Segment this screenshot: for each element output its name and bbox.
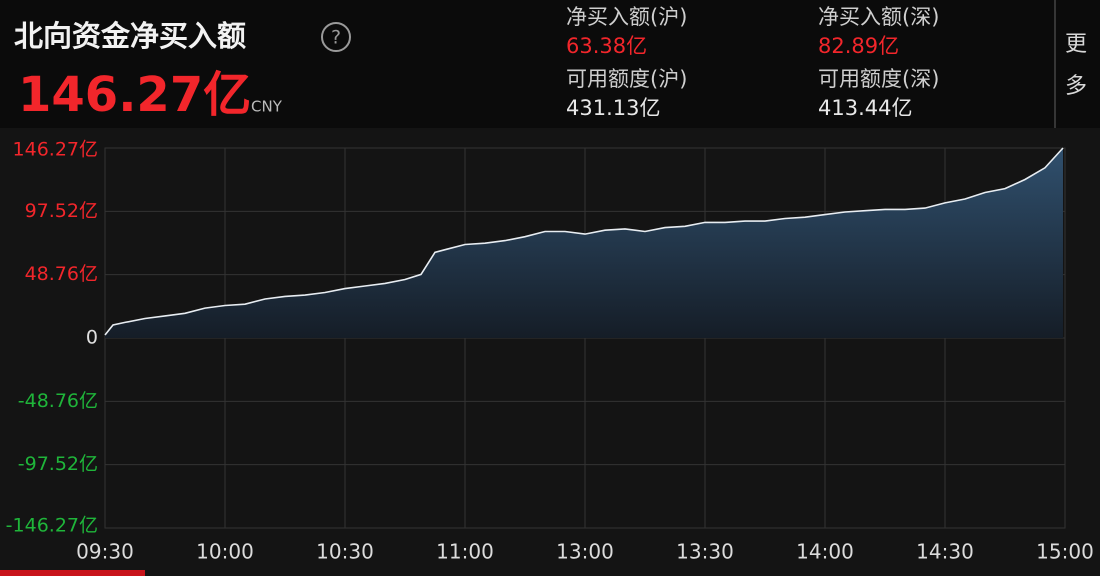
- stat-value: 431.13亿: [566, 96, 660, 120]
- y-tick-label: 146.27亿: [13, 139, 98, 161]
- help-icon-glyph: ?: [331, 27, 341, 49]
- x-tick-label: 10:00: [196, 540, 254, 564]
- stat-value: 63.38亿: [566, 34, 647, 58]
- y-tick-label: 48.76亿: [25, 263, 98, 285]
- x-tick-label: 10:30: [316, 540, 374, 564]
- x-tick-label: 14:30: [916, 540, 974, 564]
- y-tick-label: -97.52亿: [18, 453, 98, 475]
- currency: CNY: [251, 98, 283, 116]
- progress-bar: [0, 570, 145, 576]
- y-tick-label: 97.52亿: [25, 200, 98, 222]
- y-tick-label: -48.76亿: [18, 390, 98, 412]
- chart-bg: [0, 128, 1100, 576]
- x-tick-label: 13:00: [556, 540, 614, 564]
- line: [104, 147, 1064, 336]
- stat-label: 净买入额(沪): [566, 5, 687, 29]
- help-icon[interactable]: [321, 22, 351, 52]
- y-tick-label: 0: [86, 327, 98, 349]
- stat-value: 82.89亿: [818, 34, 899, 58]
- x-tick-label: 14:00: [796, 540, 854, 564]
- header-bg: [0, 0, 1100, 128]
- x-tick-label: 13:30: [676, 540, 734, 564]
- x-tick-label: 09:30: [76, 540, 134, 564]
- stat-label: 可用额度(沪): [566, 67, 687, 91]
- stat-label: 净买入额(深): [818, 5, 939, 29]
- stat-value: 413.44亿: [818, 96, 912, 120]
- more-button[interactable]: 多: [1065, 74, 1087, 99]
- x-tick-label: 11:00: [436, 540, 494, 564]
- y-tick-label: -146.27亿: [6, 515, 98, 537]
- x-tick-label: 15:00: [1036, 540, 1094, 564]
- area: [105, 148, 1063, 338]
- stat-label: 可用额度(深): [818, 67, 939, 91]
- more-button[interactable]: 更: [1065, 32, 1087, 57]
- title: 北向资金净买入额: [14, 19, 246, 53]
- total: 146.27亿: [18, 67, 251, 123]
